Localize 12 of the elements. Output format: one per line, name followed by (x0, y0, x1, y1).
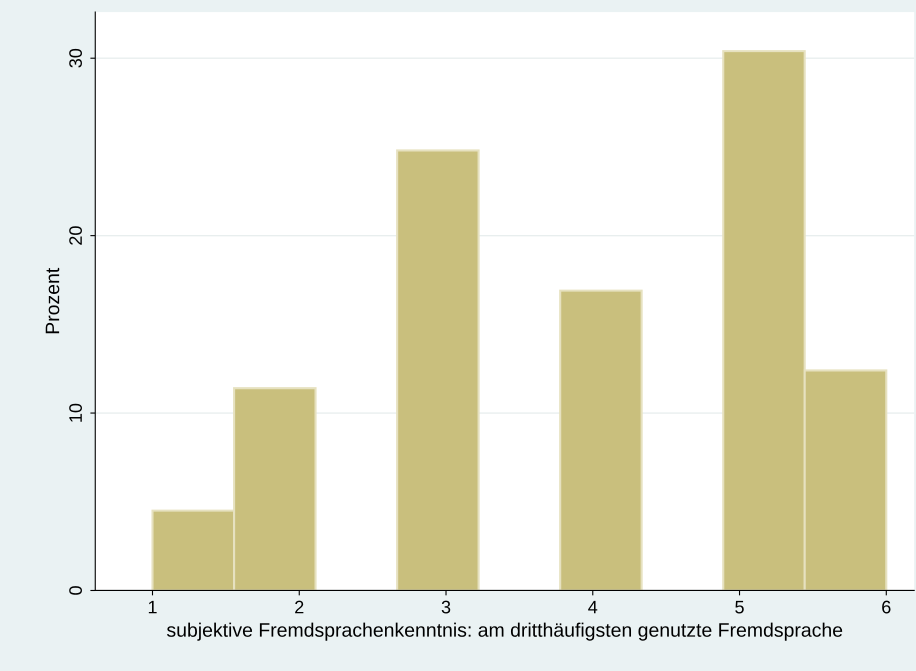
y-tick-label: 0 (69, 586, 82, 595)
y-tick-label: 10 (69, 404, 82, 422)
y-tick-label: 20 (69, 226, 82, 245)
y-axis-title: Prozent (46, 268, 60, 334)
x-tick-label: 5 (735, 600, 744, 614)
x-axis-title: subjektive Fremdsprachenkenntnis: am dritthäufigsten genutzte Fremdsprache (166, 622, 842, 641)
x-tick-label: 2 (295, 600, 304, 614)
x-tick-label: 4 (588, 600, 598, 614)
y-tick-label: 30 (69, 48, 82, 68)
x-tick-label: 3 (442, 600, 450, 614)
x-tick-label: 1 (148, 600, 157, 614)
x-tick-label: 6 (882, 600, 891, 614)
